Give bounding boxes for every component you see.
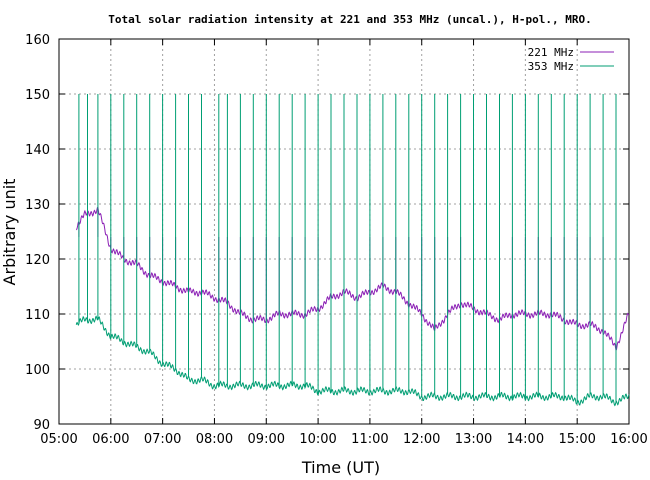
y-axis: 90 100 110 120 130 140 150 160 bbox=[25, 33, 629, 433]
x-tick-label: 07:00 bbox=[144, 432, 181, 447]
y-axis-label: Arbitrary unit bbox=[0, 179, 19, 286]
x-tick-label: 09:00 bbox=[248, 432, 285, 447]
y-tick-label: 130 bbox=[25, 198, 50, 213]
legend-label: 353 MHz bbox=[528, 60, 574, 73]
x-axis-label: Time (UT) bbox=[301, 458, 380, 477]
x-tick-label: 15:00 bbox=[558, 432, 595, 447]
x-tick-label: 06:00 bbox=[92, 432, 129, 447]
y-tick-label: 110 bbox=[25, 308, 50, 323]
y-tick-label: 100 bbox=[25, 363, 50, 378]
plot-frame bbox=[58, 38, 630, 425]
y-tick-label: 90 bbox=[33, 418, 50, 433]
legend-label: 221 MHz bbox=[528, 46, 574, 59]
series-1 bbox=[75, 206, 630, 353]
series-line bbox=[75, 94, 630, 407]
x-axis: 05:00 06:00 07:00 08:00 09:00 10:00 11:00 12:00… bbox=[40, 39, 648, 447]
y-tick-label: 160 bbox=[25, 33, 50, 48]
x-tick-label: 16:00 bbox=[610, 432, 647, 447]
series-group bbox=[75, 94, 630, 407]
x-tick-label: 12:00 bbox=[403, 432, 440, 447]
series-2 bbox=[75, 94, 630, 407]
x-tick-label: 14:00 bbox=[507, 432, 544, 447]
x-tick-label: 08:00 bbox=[196, 432, 233, 447]
y-tick-label: 120 bbox=[25, 253, 50, 268]
y-tick-label: 140 bbox=[25, 143, 50, 158]
x-tick-label: 11:00 bbox=[351, 432, 388, 447]
x-tick-label: 10:00 bbox=[299, 432, 336, 447]
x-tick-label: 05:00 bbox=[40, 432, 77, 447]
series-line bbox=[75, 206, 630, 353]
y-tick-label: 150 bbox=[25, 88, 50, 103]
x-tick-label: 13:00 bbox=[455, 432, 492, 447]
chart-title: Total solar radiation intensity at 221 a… bbox=[108, 13, 591, 26]
